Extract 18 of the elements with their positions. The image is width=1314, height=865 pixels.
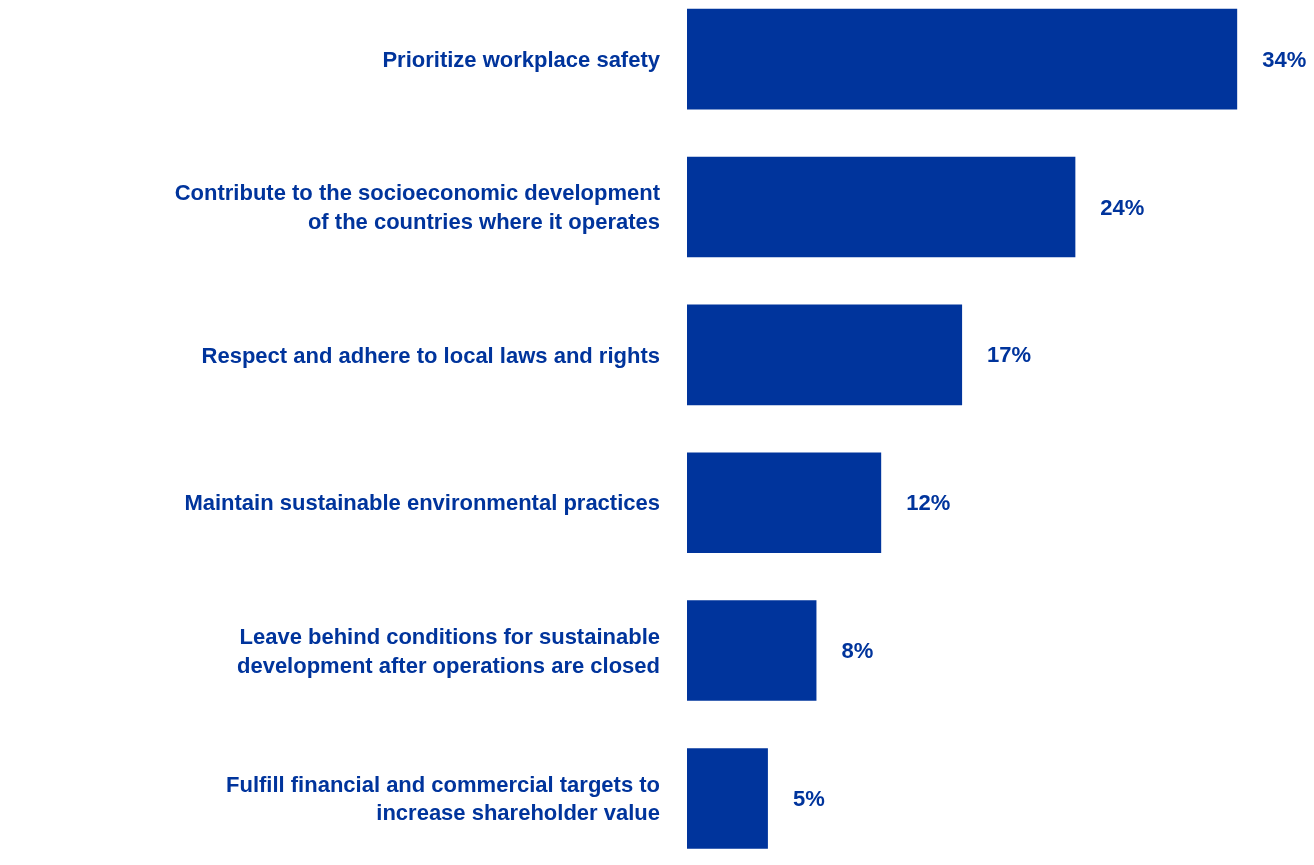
y-tick-label: Leave behind conditions for sustainable development after operations are closed	[236, 624, 660, 678]
data-label: 12%	[906, 490, 951, 516]
data-label: 34%	[1262, 46, 1307, 72]
bar	[687, 748, 768, 849]
data-label: 5%	[792, 785, 825, 811]
y-tick-label: Fulfill financial and commercial targets to increase shareholder value	[226, 771, 660, 826]
data-label: 24%	[1100, 194, 1145, 220]
data-label: 17%	[987, 342, 1032, 368]
bar	[687, 600, 817, 701]
bar	[687, 452, 882, 554]
y-tick-label: Maintain sustainable environmental practices	[184, 490, 660, 516]
bar	[687, 304, 963, 406]
data-label: 8%	[841, 638, 874, 664]
y-tick-label: Contribute to the socioeconomic development of the countries where it operates	[174, 180, 661, 235]
bar	[687, 8, 1238, 110]
bar	[687, 156, 1076, 258]
y-tick-label: Prioritize workplace safety	[382, 46, 661, 72]
y-tick-label: Respect and adhere to local laws and rights	[201, 342, 660, 368]
